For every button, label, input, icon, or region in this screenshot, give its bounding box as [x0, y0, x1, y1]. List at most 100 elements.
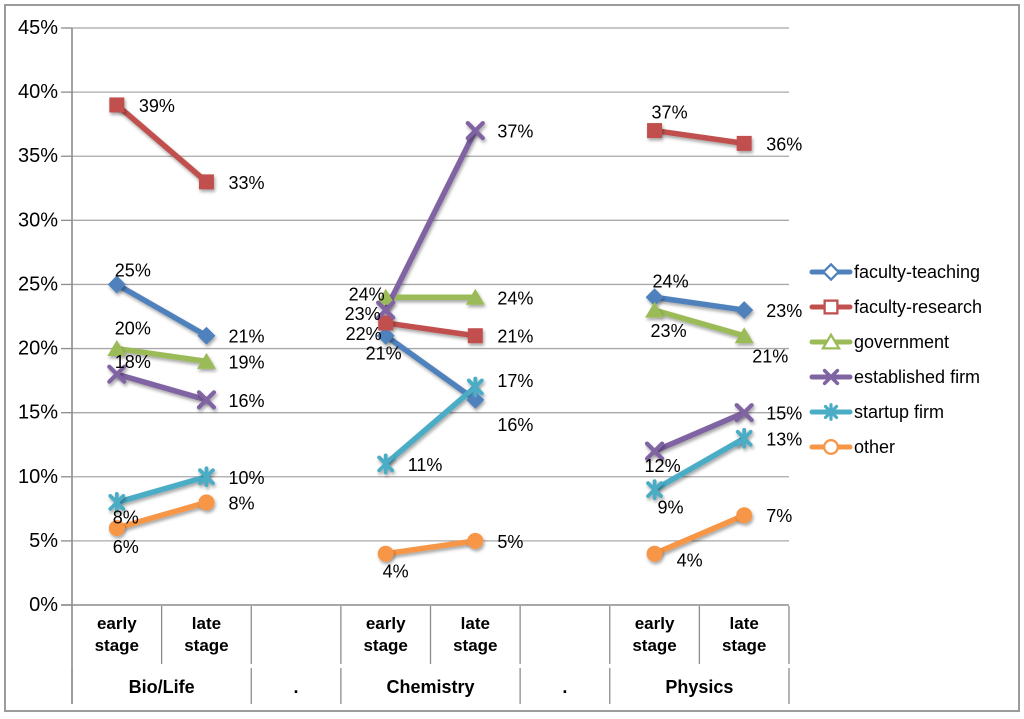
circle-marker [467, 532, 484, 549]
data-label: 15% [766, 404, 802, 424]
diamond-marker [466, 390, 485, 409]
y-tick-label: 25% [18, 273, 58, 295]
triangle-marker [196, 352, 216, 369]
series-line-established firm [114, 371, 210, 403]
legend-item: other [809, 437, 895, 457]
data-label: 6% [113, 537, 139, 557]
series-line-startup firm [382, 384, 479, 467]
stage-label: early [366, 614, 406, 633]
legend-item: startup firm [809, 402, 944, 422]
data-label: 21% [228, 327, 264, 347]
legend: faculty-teaching faculty-research governme… [809, 262, 982, 457]
series-line-faculty-teaching [382, 332, 479, 403]
circle-marker [823, 439, 839, 455]
chart-border [4, 4, 1020, 712]
data-label: 9% [658, 498, 684, 518]
triangle-marker [645, 301, 665, 318]
circle-marker [198, 494, 215, 511]
y-tick-label: 35% [18, 145, 58, 167]
data-label: 13% [766, 429, 802, 449]
x-marker [196, 390, 217, 410]
stage-label: stage [453, 636, 497, 655]
diamond-marker [735, 301, 754, 320]
square-marker [736, 135, 752, 151]
data-label: 12% [645, 456, 681, 476]
y-tick-label: 0% [29, 594, 58, 616]
diamond-marker [645, 288, 664, 307]
series-line-established firm [651, 409, 747, 454]
stage-label: stage [632, 636, 676, 655]
legend-item: established firm [809, 367, 980, 387]
series-line-faculty-research [382, 320, 479, 339]
data-label: 16% [497, 415, 533, 435]
series-line-other [651, 512, 747, 557]
series-line-startup firm [651, 435, 747, 493]
x-marker [376, 300, 396, 320]
triangle-marker [820, 332, 842, 350]
legend-label: faculty-teaching [854, 262, 980, 282]
series-line-faculty-research [114, 102, 210, 185]
circle-marker [108, 520, 125, 537]
data-label: 21% [497, 327, 533, 347]
data-label: 8% [113, 507, 139, 527]
stage-label: stage [95, 636, 139, 655]
square-marker [467, 328, 483, 344]
data-label: 23% [766, 301, 802, 321]
diamond-marker [197, 326, 216, 345]
data-label: 4% [383, 562, 409, 582]
legend-label: faculty-research [854, 297, 982, 317]
data-label: 24% [497, 288, 533, 308]
x-marker [734, 403, 754, 423]
series-line-faculty-teaching [651, 294, 747, 313]
x-marker [465, 120, 485, 141]
axis-table: early stage late stage early stage late stage ea… [71, 606, 790, 704]
legend-item: faculty-research [809, 297, 982, 317]
x-marker [107, 364, 127, 384]
data-label: 24% [349, 284, 385, 304]
data-label: 37% [497, 122, 533, 142]
stage-label: stage [722, 636, 766, 655]
circle-marker [646, 545, 663, 562]
y-tick-label: 10% [18, 466, 58, 488]
legend-label: established firm [854, 367, 980, 387]
triangle-marker [465, 288, 485, 305]
square-marker [823, 299, 839, 315]
diamond-marker [821, 262, 841, 282]
series-line-other [114, 499, 210, 531]
square-marker [647, 123, 663, 139]
square-marker [198, 174, 214, 190]
y-tick-label: 40% [18, 81, 58, 103]
series-line-faculty-research [651, 127, 747, 147]
data-label: 8% [228, 493, 254, 513]
y-tick-label: 30% [18, 209, 58, 231]
data-label: 25% [115, 260, 151, 280]
group-label: . [294, 677, 299, 697]
data-label: 11% [408, 455, 443, 475]
stage-label: early [635, 614, 675, 633]
stage-label: stage [184, 636, 228, 655]
data-label: 20% [115, 319, 151, 339]
asterisk-marker [823, 403, 839, 421]
x-marker [822, 368, 840, 386]
asterisk-marker [198, 466, 215, 488]
diamond-marker [107, 275, 126, 294]
data-label: 37% [652, 103, 688, 123]
data-label: 33% [228, 173, 264, 193]
series-line-government [114, 345, 210, 365]
legend-item: government [809, 332, 949, 352]
data-label: 7% [766, 506, 792, 526]
series-line-startup firm [114, 474, 210, 506]
stage-label: late [461, 614, 490, 633]
data-label: 23% [345, 304, 381, 324]
series-line-established firm [382, 127, 479, 313]
data-label: 21% [366, 344, 402, 364]
y-tick-label: 5% [29, 530, 58, 552]
data-label: 39% [139, 96, 175, 116]
group-label: . [562, 677, 567, 697]
circle-marker [736, 507, 753, 524]
stage-label: late [730, 614, 759, 633]
x-marker [644, 441, 665, 461]
group-label: Chemistry [386, 677, 474, 697]
